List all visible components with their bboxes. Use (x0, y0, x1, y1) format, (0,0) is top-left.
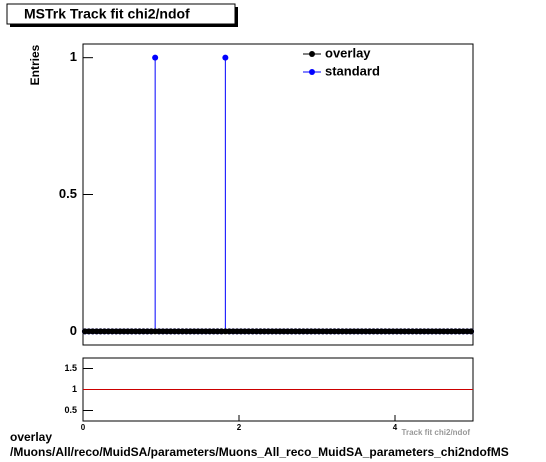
chart-title: MSTrk Track fit chi2/ndof (24, 6, 190, 22)
title-box (6, 3, 236, 25)
y-tick-label: 1 (72, 384, 77, 394)
x-tick-label: 2 (237, 423, 242, 432)
legend-label: standard (325, 63, 380, 78)
x-axis-label: Track fit chi2/ndof (402, 428, 471, 437)
y-tick-label: 0 (70, 323, 77, 338)
footer-label: overlay (10, 430, 52, 444)
legend-label: overlay (325, 45, 371, 60)
footer-path: /Muons/All/reco/MuidSA/parameters/Muons_… (10, 445, 509, 459)
x-tick-label: 0 (81, 423, 86, 432)
y-tick-label: 1.5 (64, 363, 77, 373)
legend-marker (309, 51, 315, 57)
marker (222, 54, 229, 61)
y-tick-label: 1 (70, 49, 77, 64)
y-tick-label: 0.5 (59, 186, 77, 201)
marker (152, 54, 159, 61)
y-axis-label: Entries (28, 44, 42, 85)
x-tick-label: 4 (393, 423, 398, 432)
marker (468, 328, 475, 335)
legend-marker (309, 69, 315, 75)
y-tick-label: 0.5 (64, 405, 77, 415)
